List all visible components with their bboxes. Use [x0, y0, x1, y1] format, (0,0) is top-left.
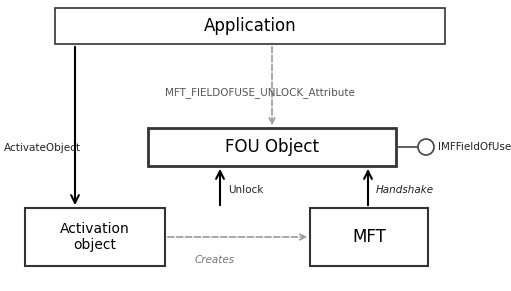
Text: Activation
object: Activation object: [60, 222, 130, 252]
Text: Unlock: Unlock: [228, 185, 263, 195]
Text: Application: Application: [204, 17, 296, 35]
Circle shape: [418, 139, 434, 155]
Text: FOU Object: FOU Object: [225, 138, 319, 156]
Bar: [25, 208, 165, 266]
Bar: [310, 208, 428, 266]
Text: Creates: Creates: [195, 255, 235, 265]
Bar: [55, 8, 445, 44]
Text: MFT: MFT: [352, 228, 386, 246]
Text: IMFFieldOfUseMFTUnlock: IMFFieldOfUseMFTUnlock: [438, 142, 511, 152]
Bar: [148, 128, 396, 166]
Text: Handshake: Handshake: [376, 185, 434, 195]
Text: MFT_FIELDOFUSE_UNLOCK_Attribute: MFT_FIELDOFUSE_UNLOCK_Attribute: [165, 87, 355, 98]
Text: ActivateObject: ActivateObject: [4, 143, 81, 153]
